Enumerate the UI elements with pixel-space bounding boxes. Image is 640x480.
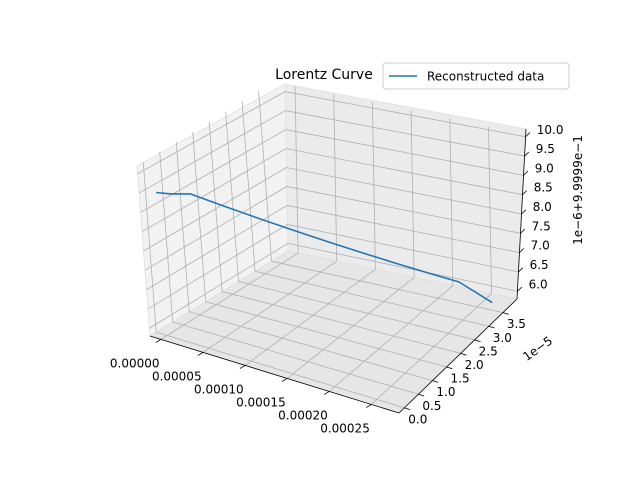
x-gridline: [202, 94, 338, 353]
x-tick-label: 0.00010: [194, 383, 244, 397]
tick-marks-and-labels: 0.000000.000050.000100.000150.000200.000…: [110, 123, 564, 436]
y-gridline: [175, 141, 433, 382]
axes-panes: [136, 83, 527, 414]
z-tick: [518, 267, 524, 273]
chart-title: Lorentz Curve: [275, 67, 373, 83]
y-gridline: [192, 131, 447, 368]
y-tick: [502, 312, 509, 315]
x-gridline: [328, 118, 454, 392]
z-tick-label: 6.5: [530, 258, 549, 272]
y-tick-label: 3.5: [507, 317, 526, 331]
y-gridline: [208, 121, 461, 354]
y-tick-label: 0.5: [422, 399, 441, 413]
z-offset-label: 1e−6+9.9999e−1: [571, 135, 585, 245]
y-gridline: [225, 111, 475, 341]
legend: Reconstructed data: [382, 62, 570, 90]
legend-entry-label: Reconstructed data: [427, 70, 544, 84]
x-tick: [155, 339, 162, 343]
z-tick-label: 9.5: [536, 142, 555, 156]
z-tick-label: 9.0: [535, 161, 554, 175]
z-tick: [525, 132, 531, 138]
y-gridline: [258, 91, 504, 313]
y-gridline: [159, 151, 419, 395]
x-tick-label: 0.00025: [320, 422, 370, 436]
z-tick-label: 7.5: [532, 219, 551, 233]
z-tick: [524, 151, 530, 157]
z-gridline: [140, 129, 524, 213]
z-gridline: [141, 148, 523, 233]
y-tick: [460, 353, 467, 356]
x-gridline: [286, 110, 415, 379]
grid-lines: [137, 86, 526, 409]
z-tick: [517, 286, 523, 292]
x-tick: [323, 391, 330, 395]
z-gridline: [137, 91, 526, 175]
y-tick-label: 1.0: [436, 385, 455, 399]
y-tick-label: 2.0: [465, 358, 484, 372]
z-gridline: [143, 167, 522, 252]
z-tick: [519, 248, 525, 253]
z-gridline: [147, 224, 519, 310]
x-tick-label: 0.00000: [110, 357, 160, 371]
y-gridline: [142, 162, 405, 409]
x-tick: [281, 378, 288, 382]
y-tick-label: 3.0: [493, 331, 512, 345]
x-gridline: [370, 126, 492, 405]
z-gridline: [146, 205, 520, 290]
legend-frame: [382, 62, 570, 90]
z-tick-label: 10.0: [537, 123, 564, 137]
x-tick: [365, 404, 372, 408]
z-gridline: [138, 110, 525, 194]
x-tick-label: 0.00015: [236, 396, 286, 410]
y-tick-label: 1.5: [451, 372, 470, 386]
y-gridline: [241, 101, 489, 327]
z-tick-label: 6.0: [529, 277, 548, 291]
x-gridline: [160, 86, 299, 340]
x-tick: [197, 352, 204, 356]
z-tick: [522, 190, 528, 195]
x-tick-label: 0.00005: [152, 370, 202, 384]
z-tick: [523, 170, 529, 176]
z-tick: [520, 228, 526, 234]
y-tick: [446, 366, 453, 370]
y-tick: [404, 407, 411, 410]
z-tick-label: 8.0: [533, 200, 552, 214]
x-tick: [239, 365, 246, 369]
y-tick: [418, 393, 425, 397]
series-line: [156, 191, 493, 304]
z-gridline: [149, 242, 518, 329]
z-tick-label: 8.5: [534, 181, 553, 195]
y-tick-label: 2.5: [479, 344, 498, 358]
y-tick-label: 0.0: [408, 412, 427, 426]
series-layer: [156, 191, 493, 304]
x-tick-label: 0.00020: [278, 409, 328, 423]
y-tick: [432, 380, 439, 383]
z-gridline: [144, 186, 521, 271]
z-tick: [521, 209, 527, 215]
y-tick: [474, 339, 481, 342]
x-gridline: [244, 102, 376, 366]
y-tick: [488, 325, 495, 329]
z-tick-label: 7.0: [531, 239, 550, 253]
x-axis-line: [149, 335, 400, 414]
